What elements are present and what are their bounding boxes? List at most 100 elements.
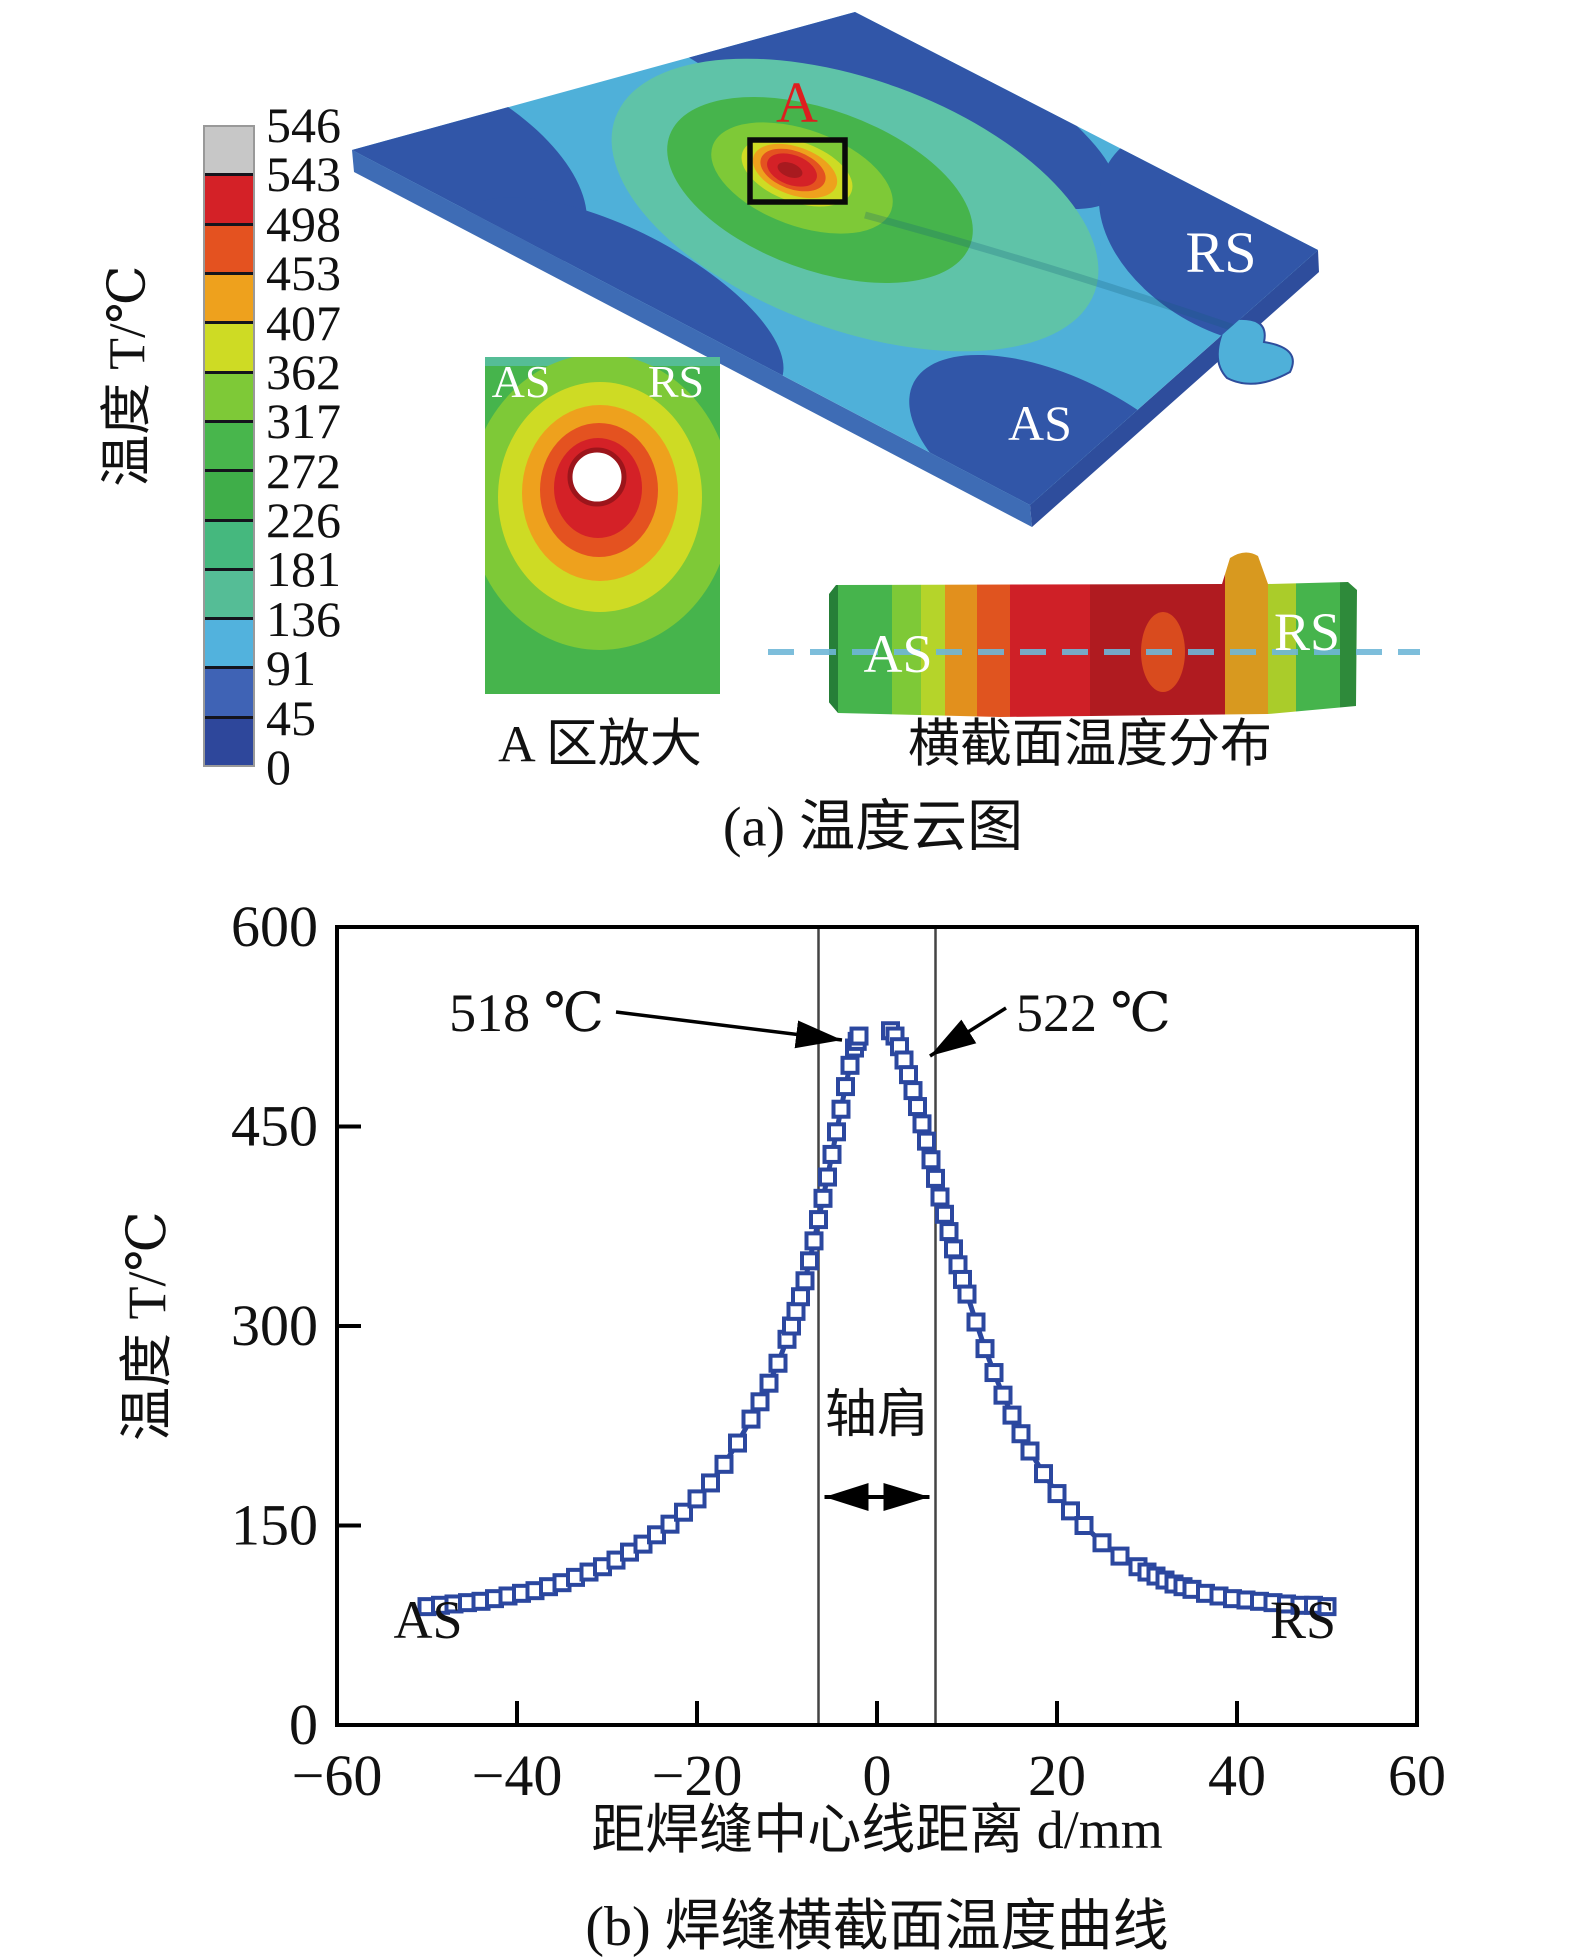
plate-3d-view: A RS AS xyxy=(352,12,1319,527)
x-tick-label: 0 xyxy=(863,1743,892,1808)
data-point-square xyxy=(714,1454,734,1474)
data-point-square xyxy=(1092,1533,1112,1553)
data-point-square xyxy=(975,1339,995,1359)
data-point-square xyxy=(741,1409,761,1429)
zone-a-magnified-inset: AS RS xyxy=(485,356,720,694)
plate-side-left xyxy=(352,150,1032,527)
legend-value: 453 xyxy=(266,245,341,302)
data-point-square xyxy=(944,1239,963,1259)
legend-value: 0 xyxy=(266,739,291,795)
legend-value: 272 xyxy=(266,442,341,499)
y-tick-label: 300 xyxy=(231,1293,318,1358)
legend-color-block xyxy=(205,422,253,470)
inset-caption: A 区放大 xyxy=(498,716,702,774)
panel-a-caption: (a) 温度云图 xyxy=(722,796,1024,859)
data-point-square xyxy=(800,1251,819,1271)
data-point-square xyxy=(728,1433,747,1453)
data-point-square xyxy=(917,1131,936,1151)
x-tick-label: −60 xyxy=(292,1743,383,1808)
panel-a-temperature-contours: 546 543 498 453 407 362 317 272 226 181 136 91 45 0 温… xyxy=(0,0,1575,880)
data-point-square xyxy=(1074,1516,1094,1535)
data-point-square xyxy=(687,1489,707,1509)
legend-value: 362 xyxy=(266,343,341,400)
legend-value: 543 xyxy=(266,146,341,203)
data-point-square xyxy=(1002,1405,1022,1425)
plate-as-label: AS xyxy=(1008,395,1072,451)
shoulder-annotation: 轴肩 xyxy=(825,1387,929,1444)
legend-color-block xyxy=(205,324,253,371)
cross-section-rs-label: RS xyxy=(1274,602,1340,662)
x-tick-label: −40 xyxy=(472,1743,563,1808)
data-point-square xyxy=(809,1210,828,1230)
legend-value: 498 xyxy=(266,195,341,252)
legend-value: 181 xyxy=(266,541,341,598)
legend-value: 407 xyxy=(266,294,341,351)
legend-value: 317 xyxy=(266,393,341,450)
zone-a-label: A xyxy=(776,70,818,135)
x-tick-label: −20 xyxy=(652,1743,743,1808)
cross-section-caption: 横截面温度分布 xyxy=(907,716,1273,774)
data-point-square xyxy=(908,1097,927,1117)
data-point-square xyxy=(701,1473,720,1493)
data-point-square xyxy=(813,1188,833,1208)
x-tick-label: 20 xyxy=(1028,1743,1086,1808)
x-tick-label: 60 xyxy=(1388,1743,1446,1808)
peak-right-annotation: 522 ℃ xyxy=(1016,983,1171,1043)
data-point-square xyxy=(1061,1501,1080,1521)
legend-color-block xyxy=(205,620,253,667)
panel-a-graphics: A RS AS AS RS xyxy=(352,12,1420,717)
series-line xyxy=(888,1029,1328,1610)
x-axis-label: 距焊缝中心线距离 d/mm xyxy=(591,1800,1163,1860)
legend-value: 91 xyxy=(266,640,316,697)
x-tick-label: 40 xyxy=(1208,1743,1266,1808)
data-point-square xyxy=(966,1312,986,1332)
cross-section-as-label: AS xyxy=(863,624,932,684)
data-point-square xyxy=(903,1081,923,1101)
legend-color-block xyxy=(205,274,253,322)
data-point-square xyxy=(836,1077,855,1097)
legend-color-block xyxy=(205,570,253,618)
data-point-square xyxy=(993,1385,1013,1405)
y-tick-label: 0 xyxy=(289,1692,318,1757)
inset-rs-label: RS xyxy=(648,356,704,407)
weld-seam-trace xyxy=(864,211,1242,334)
legend-color-block xyxy=(205,373,253,420)
data-point-square xyxy=(759,1373,779,1393)
data-point-square xyxy=(831,1099,851,1119)
legend-color-bar xyxy=(203,125,255,767)
legend-color-block xyxy=(205,225,253,272)
data-point-square xyxy=(926,1168,945,1188)
data-point-square xyxy=(804,1231,824,1251)
data-point-square xyxy=(647,1525,666,1545)
legend-value: 546 xyxy=(266,97,341,153)
legend-color-block xyxy=(205,176,253,223)
data-point-square xyxy=(939,1222,959,1242)
y-tick-label: 150 xyxy=(231,1493,318,1558)
legend-color-block xyxy=(205,718,253,766)
data-point-square xyxy=(930,1187,950,1207)
data-point-square xyxy=(849,1026,869,1046)
y-axis-label: 温度 T/℃ xyxy=(117,1211,177,1441)
legend-value: 226 xyxy=(266,492,341,549)
legend-value: 45 xyxy=(266,689,316,746)
inset-as-label: AS xyxy=(492,356,551,407)
legend-value-labels: 546 543 498 453 407 362 317 272 226 181 136 91 45 0 xyxy=(266,0,386,880)
panel-b-caption: (b) 焊缝横截面温度曲线 xyxy=(585,1896,1168,1958)
data-point-square xyxy=(1317,1597,1337,1617)
data-point-square xyxy=(1047,1484,1067,1504)
legend-color-block xyxy=(205,127,253,174)
legend-value: 136 xyxy=(266,590,341,647)
plate-rs-label: RS xyxy=(1186,220,1257,285)
legend-color-block xyxy=(205,521,253,568)
data-point-square xyxy=(660,1514,680,1534)
data-point-square xyxy=(1020,1441,1040,1461)
data-point-square xyxy=(822,1144,842,1164)
data-point-square xyxy=(791,1287,810,1307)
data-point-square xyxy=(921,1150,941,1170)
weld-exit-tab xyxy=(1216,318,1294,385)
data-point-square xyxy=(674,1502,693,1522)
data-point-square xyxy=(912,1114,932,1134)
data-point-square xyxy=(840,1055,860,1075)
y-tick-label: 450 xyxy=(231,1094,318,1159)
